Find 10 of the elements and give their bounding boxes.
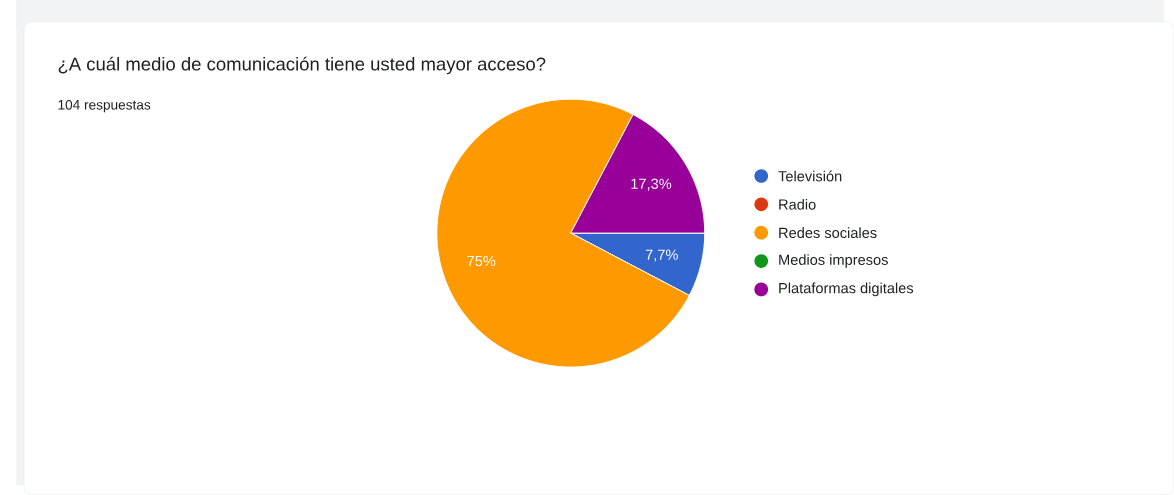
chart-title: ¿A cuál medio de comunicación tiene usted mayor acceso? [58, 56, 546, 75]
legend-label: Plataformas digitales [779, 282, 914, 297]
legend-label: Redes sociales [779, 227, 877, 239]
text: 104 respuestas [58, 100, 151, 113]
data-label: 17,3% [631, 178, 672, 191]
legend-label: Radio [779, 199, 816, 210]
legend-label: Televisión [778, 170, 842, 182]
legend-label: Medios impresos [779, 254, 888, 268]
data-label: 75% [467, 255, 496, 267]
data-label: 7,7% [645, 249, 678, 262]
